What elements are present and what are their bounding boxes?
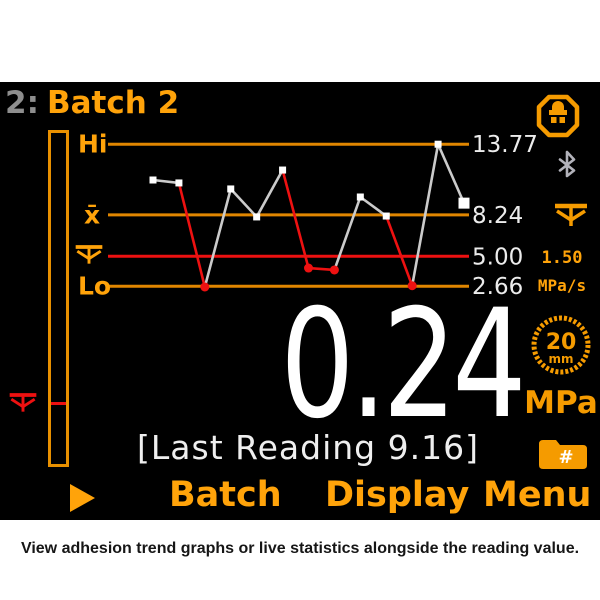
ref-label-threshold bbox=[74, 244, 104, 269]
series-segment bbox=[177, 182, 207, 288]
softkey-display[interactable]: Display bbox=[325, 475, 470, 515]
pull-off-icon bbox=[555, 203, 587, 226]
dolly-size-unit: mm bbox=[548, 352, 573, 366]
series-segment bbox=[255, 169, 284, 218]
gauge-screen: 2: Batch 2 13.77 8.24 5.00 2.66 Hi x̄ Lo bbox=[0, 82, 600, 520]
pull-threshold-icon bbox=[75, 245, 103, 264]
data-point bbox=[149, 176, 157, 184]
play-triangle-icon[interactable] bbox=[69, 483, 96, 513]
batch-folder-icon: # bbox=[539, 440, 587, 469]
data-point-red bbox=[304, 263, 313, 273]
ref-value-lo: 2.66 bbox=[472, 274, 523, 300]
pull-rate-unit: MPa/s bbox=[537, 276, 587, 295]
ref-label-lo: Lo bbox=[78, 271, 112, 301]
series-segment bbox=[203, 188, 233, 288]
dolly-size-ring-icon: 20 mm bbox=[531, 315, 591, 375]
ref-label-hi: Hi bbox=[78, 129, 108, 159]
reading-value: 0.24 bbox=[280, 278, 526, 452]
data-point bbox=[382, 212, 390, 220]
series-segment bbox=[385, 215, 414, 287]
batch-name: Batch 2 bbox=[46, 85, 180, 121]
pull-progress-bar bbox=[48, 130, 69, 467]
softkey-menu[interactable]: Menu bbox=[483, 475, 592, 515]
bluetooth-icon bbox=[558, 150, 576, 178]
data-point bbox=[434, 140, 442, 148]
softkey-batch[interactable]: Batch bbox=[169, 475, 282, 515]
reading-unit: MPa bbox=[524, 385, 598, 421]
data-point-red bbox=[200, 282, 210, 292]
series-segment bbox=[359, 195, 388, 218]
data-point-red bbox=[407, 281, 417, 291]
data-point-last bbox=[458, 197, 470, 209]
series-segment bbox=[229, 188, 258, 218]
ref-value-hi: 13.77 bbox=[472, 132, 538, 158]
dolly-size-value: 20 bbox=[546, 330, 577, 355]
ref-label-mean: x̄ bbox=[84, 200, 101, 230]
data-point bbox=[279, 166, 287, 174]
data-point bbox=[227, 185, 235, 193]
data-point bbox=[253, 213, 261, 221]
data-point bbox=[175, 179, 183, 187]
series-segment bbox=[281, 169, 310, 269]
data-point bbox=[356, 193, 364, 201]
caption-text: View adhesion trend graphs or live stati… bbox=[20, 540, 580, 557]
ref-value-mean: 8.24 bbox=[472, 203, 523, 229]
series-segment bbox=[333, 196, 362, 271]
trend-chart: 13.77 8.24 5.00 2.66 bbox=[108, 132, 538, 300]
pull-rate-value: 1.50 bbox=[541, 248, 583, 268]
pull-marker-icon bbox=[9, 393, 37, 412]
data-point-red bbox=[329, 265, 339, 275]
series-segment bbox=[410, 143, 440, 286]
pull-progress-marker bbox=[51, 402, 66, 405]
batch-title: 2: Batch 2 bbox=[5, 86, 179, 120]
folder-hash-glyph: # bbox=[558, 447, 573, 468]
ref-value-threshold: 5.00 bbox=[472, 244, 523, 270]
batch-index: 2: bbox=[5, 85, 39, 121]
last-reading-label: [Last Reading 9.16] bbox=[137, 428, 479, 467]
series-segment bbox=[436, 143, 466, 204]
actuator-dolly-icon bbox=[536, 94, 580, 138]
series-segment bbox=[152, 178, 180, 185]
